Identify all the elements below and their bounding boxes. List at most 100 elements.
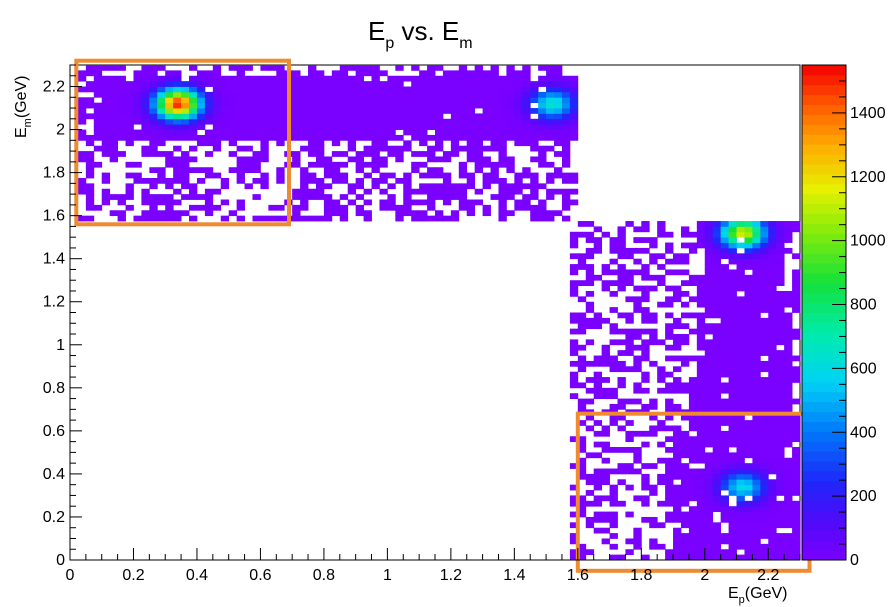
heatmap-cell — [157, 210, 166, 217]
heatmap-cell — [165, 118, 174, 125]
heatmap-cell — [554, 167, 563, 174]
heatmap-cell — [554, 102, 563, 109]
heatmap-cell — [760, 463, 769, 469]
heatmap-cell — [768, 511, 777, 518]
heatmap-cell — [569, 549, 579, 556]
heatmap-cell — [601, 264, 610, 270]
heatmap-cell — [728, 403, 737, 410]
heatmap-cell — [181, 129, 190, 136]
heatmap-cell — [117, 97, 126, 104]
heatmap-cell — [704, 269, 714, 276]
heatmap-cell — [696, 355, 706, 362]
heatmap-cell — [427, 151, 436, 157]
heatmap-cell — [228, 86, 238, 93]
heatmap-cell — [189, 156, 198, 163]
heatmap-cell — [744, 382, 753, 389]
heatmap-cell — [585, 307, 595, 313]
heatmap-cell — [196, 70, 206, 77]
y-axis-label-main: E — [13, 127, 30, 138]
heatmap-cell — [117, 199, 126, 206]
heatmap-cell — [149, 75, 158, 82]
heatmap-cell — [236, 97, 245, 104]
heatmap-cell — [276, 102, 285, 109]
heatmap-cell — [347, 129, 357, 136]
heatmap-cell — [577, 264, 587, 270]
heatmap-cell — [466, 108, 476, 114]
heatmap-cell — [522, 199, 531, 206]
heatmap-cell — [442, 151, 452, 157]
heatmap-cell — [792, 447, 801, 453]
heatmap-cell — [189, 145, 198, 152]
heatmap-cell — [157, 167, 166, 174]
heatmap-cell — [442, 91, 452, 98]
heatmap-cell — [189, 183, 198, 190]
heatmap-cell — [204, 118, 214, 125]
heatmap-cell — [395, 81, 404, 87]
heatmap-cell — [736, 447, 745, 453]
heatmap-cell — [625, 269, 634, 276]
heatmap-cell — [720, 264, 729, 270]
heatmap-cell — [379, 145, 388, 152]
heatmap-cell — [546, 65, 555, 71]
heatmap-cell — [308, 102, 317, 109]
colorbar-segment — [802, 243, 846, 254]
heatmap-cell — [77, 188, 87, 195]
heatmap-cell — [522, 113, 531, 120]
heatmap-cell — [728, 301, 737, 308]
heatmap-cell — [617, 274, 626, 281]
heatmap-cell — [720, 355, 729, 362]
heatmap-cell — [228, 167, 238, 174]
heatmap-cell — [315, 134, 325, 141]
heatmap-cell — [109, 194, 118, 200]
heatmap-cell — [736, 479, 745, 486]
heatmap-cell — [442, 70, 452, 77]
heatmap-cell — [522, 118, 531, 125]
heatmap-cell — [252, 177, 261, 184]
heatmap-cell — [577, 296, 587, 303]
heatmap-cell — [292, 118, 301, 125]
heatmap-cell — [712, 285, 722, 292]
heatmap-cell — [419, 118, 428, 125]
heatmap-cell — [101, 81, 111, 87]
heatmap-cell — [760, 398, 769, 405]
heatmap-cell — [736, 307, 745, 313]
heatmap-cell — [704, 436, 714, 443]
heatmap-cell — [704, 506, 714, 512]
heatmap-cell — [308, 177, 317, 184]
heatmap-cell — [776, 533, 785, 539]
heatmap-cell — [633, 307, 642, 313]
heatmap-cell — [474, 118, 483, 125]
heatmap-cell — [355, 161, 364, 168]
heatmap-cell — [482, 134, 491, 141]
heatmap-cell — [268, 91, 277, 98]
heatmap-cell — [300, 167, 309, 174]
heatmap-cell — [387, 81, 396, 87]
heatmap-cell — [109, 91, 118, 98]
heatmap-cell — [569, 242, 579, 249]
heatmap-cell — [292, 156, 301, 163]
heatmap-cell — [577, 231, 587, 238]
heatmap-cell — [252, 134, 261, 141]
heatmap-cell — [776, 393, 785, 399]
heatmap-cell — [760, 221, 769, 227]
heatmap-cell — [744, 290, 753, 297]
heatmap-cell — [792, 226, 801, 233]
heatmap-cell — [696, 436, 706, 443]
heatmap-cell — [569, 328, 579, 335]
heatmap-cell — [276, 75, 285, 82]
heatmap-cell — [212, 129, 222, 136]
heatmap-cell — [315, 183, 325, 190]
heatmap-cell — [728, 339, 737, 346]
heatmap-cell — [244, 81, 253, 87]
heatmap-cell — [308, 75, 317, 82]
heatmap-cell — [371, 177, 380, 184]
heatmap-cell — [768, 231, 777, 238]
heatmap-cell — [419, 102, 428, 109]
heatmap-cell — [744, 441, 753, 448]
heatmap-cell — [268, 75, 277, 82]
heatmap-cell — [308, 97, 317, 104]
heatmap-cell — [379, 188, 388, 195]
heatmap-cell — [696, 414, 706, 421]
heatmap-cell — [720, 479, 729, 486]
heatmap-cell — [371, 129, 380, 136]
